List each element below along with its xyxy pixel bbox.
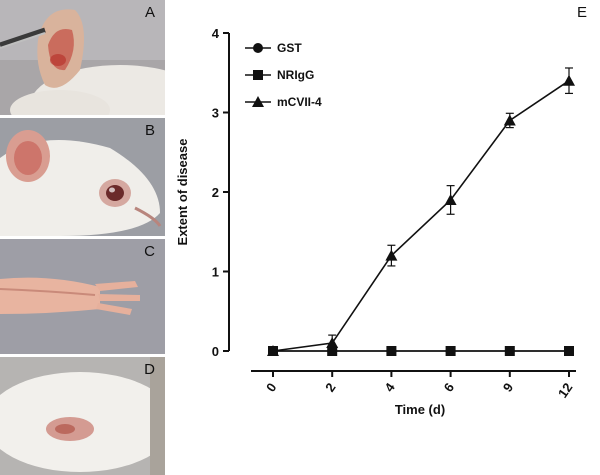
legend-label-gst: GST: [277, 41, 302, 55]
panel-label-a: A: [144, 4, 155, 21]
y-tick-label: 2: [212, 185, 219, 200]
photo-panel-d: D: [0, 357, 165, 475]
legend-label-mcvii-4: mCVII-4: [277, 95, 322, 109]
y-tick-label: 0: [212, 344, 219, 359]
point-mcvii-4: [563, 74, 575, 86]
mouse-back-photo: [0, 357, 165, 475]
chart-marks: [267, 67, 575, 356]
point-mcvii-4: [326, 337, 339, 349]
point-nrigg: [504, 346, 515, 356]
mouse-paw-photo: [0, 239, 165, 354]
series-line-mcvii-4: [272, 80, 570, 352]
x-tick-label: 2: [322, 380, 338, 395]
mouse-head-photo: [0, 118, 165, 236]
point-mcvii-4: [444, 193, 457, 205]
x-tick-label: 9: [500, 380, 516, 395]
point-nrigg: [564, 346, 574, 356]
panel-label-b: B: [144, 122, 155, 139]
chart-legend: GST NRIgG mCVII-4: [245, 41, 322, 109]
y-tick-label: 1: [212, 265, 219, 280]
photo-panel-c: C: [0, 239, 165, 354]
panel-label-e: E: [577, 4, 587, 21]
legend-marker-nrigg: [253, 70, 263, 80]
y-axis-title: Extent of disease: [175, 139, 190, 246]
panel-label-d: D: [144, 361, 155, 378]
legend-label-nrigg: NRIgG: [277, 68, 314, 82]
photo-panel-b: B: [0, 118, 165, 236]
point-mcvii-4: [385, 249, 398, 261]
point-nrigg: [386, 346, 397, 356]
x-tick-label: 4: [381, 379, 398, 394]
point-nrigg: [445, 346, 456, 356]
x-tick-label: 0: [263, 380, 279, 395]
y-tick-label: 3: [212, 106, 219, 121]
y-tick-label: 4: [212, 26, 220, 41]
photo-panel-a: A: [0, 0, 165, 115]
x-tick-label: 6: [441, 380, 457, 395]
mouse-ear-photo: [0, 0, 165, 115]
legend-marker-gst: [253, 43, 263, 53]
x-tick-label: 12: [555, 380, 576, 400]
point-mcvii-4: [267, 345, 279, 356]
point-mcvii-4: [503, 114, 516, 126]
panel-label-c: C: [144, 243, 155, 260]
x-axis-title: Time (d): [395, 402, 445, 417]
legend-marker-mcvii-4: [252, 96, 264, 107]
